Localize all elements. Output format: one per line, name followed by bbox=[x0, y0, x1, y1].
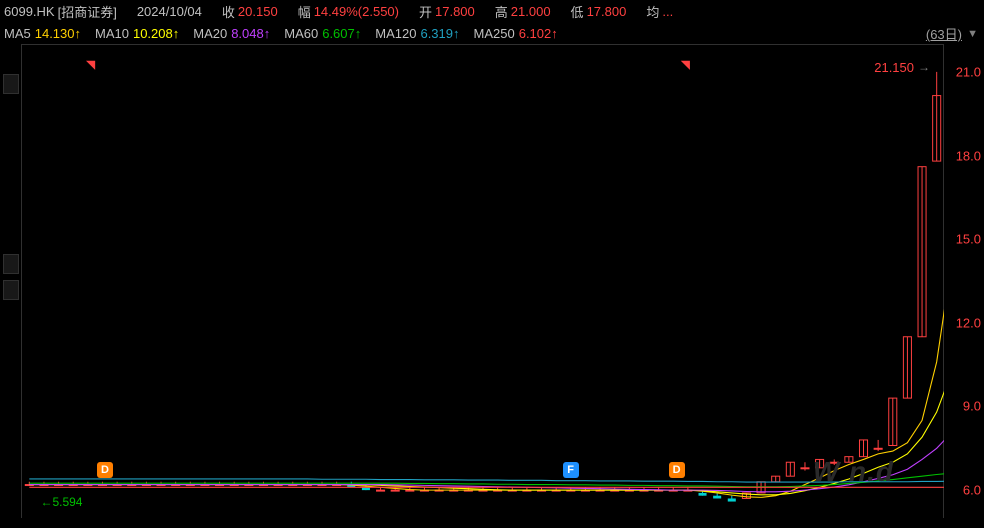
price-callout-value: 21.150 bbox=[874, 60, 914, 75]
arrow-right-icon: → bbox=[918, 60, 930, 74]
high-label: 高 bbox=[495, 2, 508, 21]
ma-item-ma20: MA20 8.048↑ bbox=[193, 26, 270, 41]
y-tick: 9.0 bbox=[963, 399, 981, 414]
y-tick: 18.0 bbox=[956, 148, 981, 163]
ma-value: 6.319↑ bbox=[420, 26, 459, 41]
left-toolbar bbox=[0, 44, 22, 518]
marker-d: D bbox=[669, 462, 685, 478]
low-label: 低 bbox=[571, 2, 584, 21]
watermark: W n.d bbox=[813, 456, 894, 488]
ma-value: 14.130↑ bbox=[35, 26, 81, 41]
quote-header: 6099.HK [招商证券] 2024/10/04 收 20.150 幅 14.… bbox=[0, 0, 984, 22]
candlestick-chart bbox=[22, 44, 944, 518]
ma-value: 10.208↑ bbox=[133, 26, 179, 41]
period-selector[interactable]: (63日) bbox=[926, 24, 962, 43]
flag-icon: ◥ bbox=[87, 58, 95, 71]
ma-value: 8.048↑ bbox=[231, 26, 270, 41]
date: 2024/10/04 bbox=[137, 4, 202, 19]
ma-label: MA120 bbox=[375, 26, 416, 41]
ma-label: MA20 bbox=[193, 26, 227, 41]
price-callout: 21.150 → bbox=[874, 60, 930, 75]
ma-item-ma120: MA120 6.319↑ bbox=[375, 26, 459, 41]
y-tick: 6.0 bbox=[963, 483, 981, 498]
stock-name: [招商证券] bbox=[58, 2, 117, 21]
y-tick: 21.0 bbox=[956, 64, 981, 79]
ma-label: MA5 bbox=[4, 26, 31, 41]
ma-label: MA10 bbox=[95, 26, 129, 41]
high-value: 21.000 bbox=[511, 4, 551, 19]
chart-area[interactable]: W n.d D F D ◥ ◥ 21.150 → ←5.594 bbox=[22, 44, 944, 518]
ellipsis: ... bbox=[662, 4, 673, 19]
marker-f: F bbox=[563, 462, 579, 478]
close-label: 收 bbox=[222, 2, 235, 21]
y-axis: 21.0 18.0 15.0 12.0 9.0 6.0 bbox=[944, 44, 984, 518]
pct-value: 14.49%(2.550) bbox=[314, 4, 399, 19]
ma-item-ma5: MA5 14.130↑ bbox=[4, 26, 81, 41]
ma-label: MA60 bbox=[284, 26, 318, 41]
pct-label: 幅 bbox=[298, 2, 311, 21]
ma-label: MA250 bbox=[474, 26, 515, 41]
left-tool-0[interactable] bbox=[3, 74, 19, 94]
close-value: 20.150 bbox=[238, 4, 278, 19]
left-tool-2[interactable] bbox=[3, 280, 19, 300]
stock-chart-root: { "header": { "ticker": "6099.HK", "name… bbox=[0, 0, 984, 528]
ma-item-ma10: MA10 10.208↑ bbox=[95, 26, 179, 41]
ma-item-ma60: MA60 6.607↑ bbox=[284, 26, 361, 41]
marker-d: D bbox=[97, 462, 113, 478]
y-tick: 15.0 bbox=[956, 232, 981, 247]
ma-value: 6.102↑ bbox=[519, 26, 558, 41]
chevron-down-icon[interactable]: ▼ bbox=[967, 28, 978, 40]
flag-icon: ◥ bbox=[681, 58, 689, 71]
ma-item-ma250: MA250 6.102↑ bbox=[474, 26, 558, 41]
left-tool-1[interactable] bbox=[3, 254, 19, 274]
open-value: 17.800 bbox=[435, 4, 475, 19]
y-tick: 12.0 bbox=[956, 315, 981, 330]
ticker: 6099.HK bbox=[4, 4, 55, 19]
avg-label: 均 bbox=[646, 2, 659, 21]
open-label: 开 bbox=[419, 2, 432, 21]
low-price-label: ←5.594 bbox=[40, 495, 82, 509]
ma-value: 6.607↑ bbox=[322, 26, 361, 41]
low-value: 17.800 bbox=[587, 4, 627, 19]
ma-row: MA5 14.130↑ MA10 10.208↑ MA20 8.048↑ MA60 6.607… bbox=[0, 22, 984, 44]
